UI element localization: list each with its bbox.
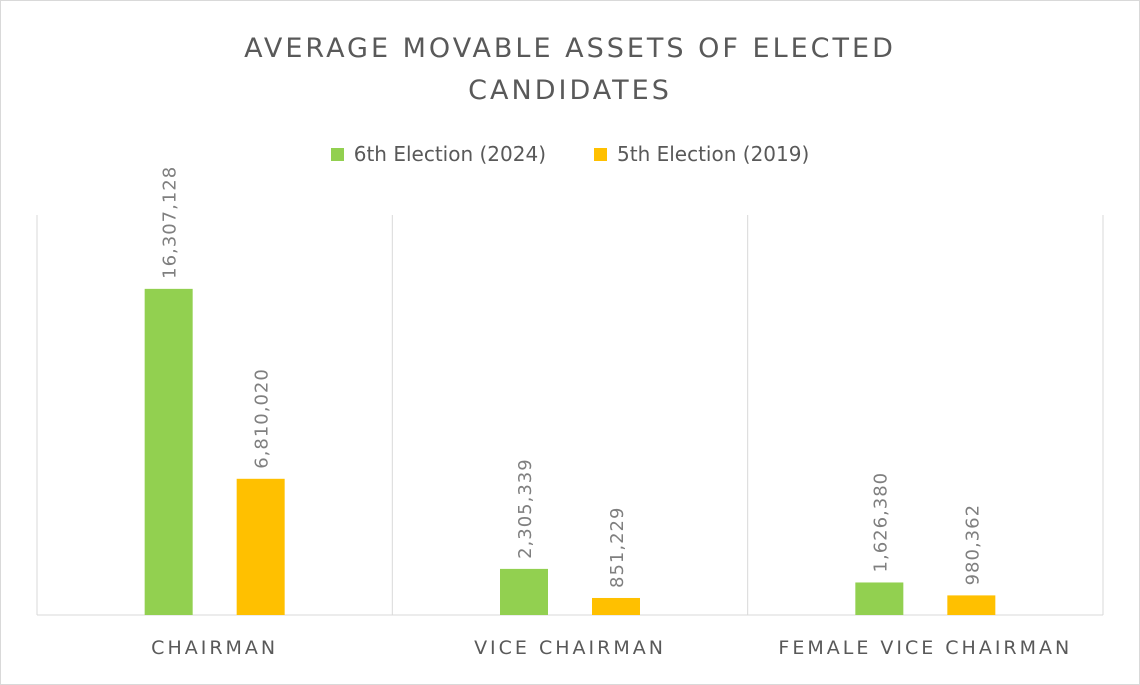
data-label: 1,626,380 <box>870 472 891 573</box>
data-label: 6,810,020 <box>252 368 273 469</box>
bar-series-1 <box>144 288 193 615</box>
bar-series-1 <box>855 582 904 615</box>
x-tick-label: FEMALE VICE CHAIRMAN <box>778 637 1072 659</box>
data-label: 980,362 <box>962 504 983 585</box>
legend-label-series-2: 5th Election (2019) <box>617 142 810 166</box>
legend-swatch-series-2 <box>594 147 607 161</box>
legend-swatch-series-1 <box>330 147 344 161</box>
data-label: 16,307,128 <box>160 166 181 279</box>
x-tick-label: CHAIRMAN <box>151 637 278 659</box>
chart-title-line-2: CANDIDATES <box>468 75 672 106</box>
legend-item-series-1: 6th Election (2024) <box>330 142 546 166</box>
bar-series-2 <box>947 595 996 615</box>
x-tick-label: VICE CHAIRMAN <box>474 637 666 659</box>
data-label: 2,305,339 <box>515 458 536 559</box>
bar-series-2 <box>236 478 285 615</box>
data-label: 851,229 <box>607 507 628 588</box>
chart-title: AVERAGE MOVABLE ASSETS OF ELECTED CANDID… <box>0 28 1140 112</box>
legend-item-series-2: 5th Election (2019) <box>594 142 809 166</box>
bar-series-2 <box>592 597 640 615</box>
chart-title-line-1: AVERAGE MOVABLE ASSETS OF ELECTED <box>244 33 896 64</box>
chart-legend: 6th Election (2024) 5th Election (2019) <box>0 142 1140 166</box>
legend-label-series-1: 6th Election (2024) <box>353 142 546 166</box>
bar-series-1 <box>500 568 548 615</box>
